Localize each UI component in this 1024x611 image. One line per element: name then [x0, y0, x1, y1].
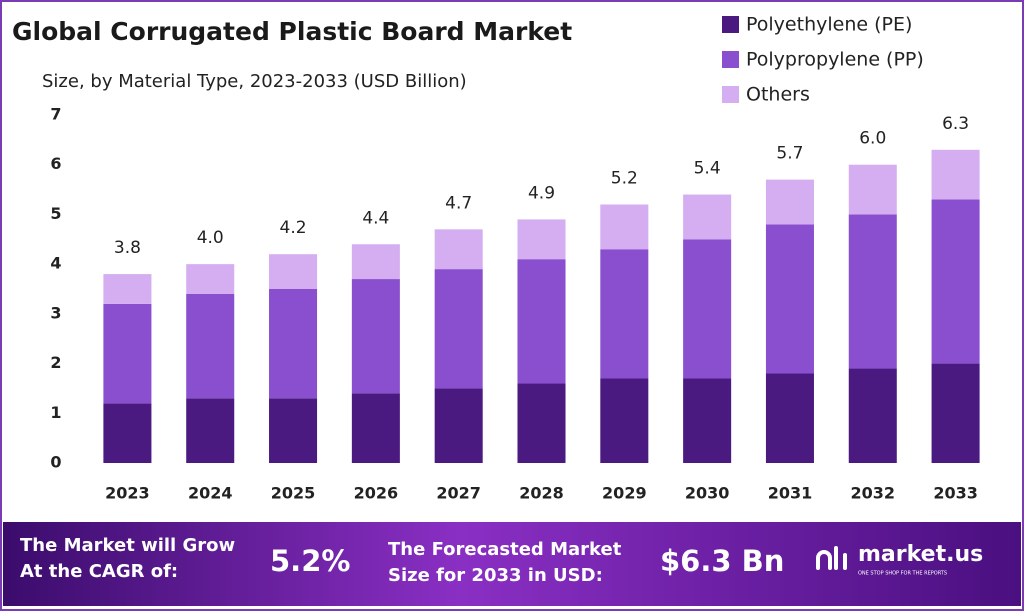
bar-segment: [434, 269, 483, 389]
x-tick-label: 2025: [271, 484, 316, 503]
bar-segment: [600, 378, 649, 463]
bar-segment: [103, 274, 152, 304]
y-tick-label: 6: [50, 154, 61, 173]
bar-segment: [186, 264, 235, 294]
bar-segment: [765, 373, 814, 463]
total-label: 5.2: [611, 168, 638, 188]
brand-name: market.us: [858, 542, 983, 567]
x-tick-label: 2024: [188, 484, 233, 503]
total-label: 4.9: [528, 183, 555, 203]
total-label: 6.3: [942, 114, 969, 134]
total-label: 6.0: [859, 129, 886, 149]
bar-segment: [931, 149, 980, 200]
legend-swatch: [722, 16, 739, 33]
banner-background: [3, 522, 1021, 606]
legend-swatch: [722, 86, 739, 103]
x-tick-label: 2028: [519, 484, 564, 503]
legend-swatch: [722, 51, 739, 68]
bar-segment: [765, 179, 814, 225]
logo-shape: [816, 550, 832, 570]
bar-segment: [517, 259, 566, 384]
legend-label: Polypropylene (PP): [746, 49, 924, 71]
bar-segment: [186, 293, 235, 399]
bar-segment: [600, 204, 649, 250]
bar-segment: [103, 403, 152, 463]
bar-segment: [848, 214, 897, 369]
total-label: 5.4: [694, 159, 721, 179]
y-tick-label: 3: [50, 303, 61, 322]
bar-segment: [683, 239, 732, 379]
x-tick-label: 2027: [436, 484, 481, 503]
y-tick-label: 0: [50, 453, 61, 472]
bar-segment: [517, 383, 566, 463]
total-label: 4.7: [445, 193, 472, 213]
bar-segment: [683, 378, 732, 463]
legend-label: Others: [746, 84, 810, 106]
bar-segment: [600, 249, 649, 379]
x-tick-label: 2026: [354, 484, 399, 503]
bar-segment: [517, 219, 566, 260]
x-tick-label: 2032: [851, 484, 896, 503]
cagr-text: The Market will Grow: [20, 535, 235, 556]
x-tick-label: 2031: [768, 484, 813, 503]
bar-segment: [931, 199, 980, 364]
bar-segment: [683, 194, 732, 240]
total-label: 3.8: [114, 238, 141, 258]
bar-segment: [434, 388, 483, 463]
y-tick-label: 2: [50, 353, 61, 372]
forecast-text: The Forecasted Market: [388, 539, 622, 560]
bar-segment: [765, 224, 814, 374]
bar-segment: [103, 303, 152, 404]
bar-segment: [351, 279, 400, 394]
bar-segment: [351, 244, 400, 280]
legend-label: Polyethylene (PE): [746, 14, 912, 36]
total-label: 4.4: [362, 208, 389, 228]
bar-segment: [269, 398, 318, 463]
bar-segment: [186, 398, 235, 463]
y-tick-label: 5: [50, 204, 61, 223]
bar-segment: [351, 393, 400, 463]
total-label: 4.0: [197, 228, 224, 248]
cagr-value: 5.2%: [270, 544, 350, 578]
bar-segment: [434, 229, 483, 270]
bar-segment: [269, 289, 318, 399]
forecast-text: Size for 2033 in USD:: [388, 565, 603, 586]
x-tick-label: 2023: [105, 484, 150, 503]
bar-segment: [848, 368, 897, 463]
bar-segment: [931, 363, 980, 463]
chart-subtitle: Size, by Material Type, 2023-2033 (USD B…: [42, 71, 467, 92]
y-tick-label: 4: [50, 254, 61, 273]
forecast-value: $6.3 Bn: [660, 544, 784, 578]
footer-banner: The Market will Grow At the CAGR of: 5.2…: [3, 522, 1021, 606]
x-tick-label: 2033: [933, 484, 978, 503]
y-tick-label: 7: [50, 105, 61, 124]
y-tick-label: 1: [50, 403, 61, 422]
x-tick-label: 2029: [602, 484, 647, 503]
bar-segment: [269, 254, 318, 289]
bar-segment: [848, 164, 897, 215]
cagr-text: At the CAGR of:: [20, 561, 178, 582]
x-tick-label: 2030: [685, 484, 730, 503]
brand-logo: [816, 546, 847, 570]
chart-title: Global Corrugated Plastic Board Market: [12, 17, 572, 46]
total-label: 5.7: [776, 144, 803, 164]
total-label: 4.2: [280, 218, 307, 238]
brand-tagline: ONE STOP SHOP FOR THE REPORTS: [858, 571, 947, 577]
